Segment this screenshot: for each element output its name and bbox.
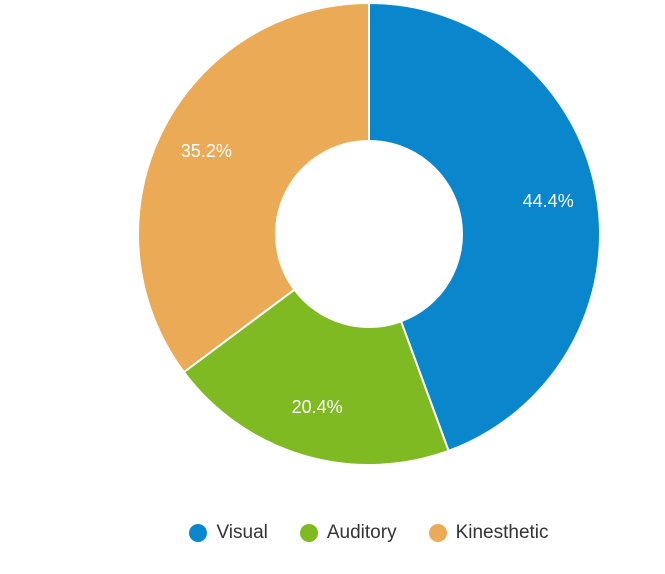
slice [137, 1, 370, 374]
legend-label: Kinesthetic [455, 522, 549, 543]
legend-label: Visual [216, 522, 268, 543]
legend-swatch [299, 524, 318, 542]
value-label: 35.2% [181, 141, 232, 161]
legend-item: Auditory [299, 522, 397, 544]
legend: Visual Auditory Kinesthetic [0, 522, 665, 544]
slice [182, 288, 450, 466]
chart: 44.4% 20.4% 35.2% [137, 1, 601, 466]
legend-swatch [189, 524, 208, 542]
slice [368, 1, 601, 453]
legend-swatch [428, 524, 447, 542]
legend-label: Auditory [326, 522, 397, 543]
value-label: 20.4% [292, 397, 343, 417]
legend-item: Visual [189, 522, 268, 544]
value-label: 44.4% [523, 191, 574, 211]
legend-item: Kinesthetic [428, 522, 549, 544]
